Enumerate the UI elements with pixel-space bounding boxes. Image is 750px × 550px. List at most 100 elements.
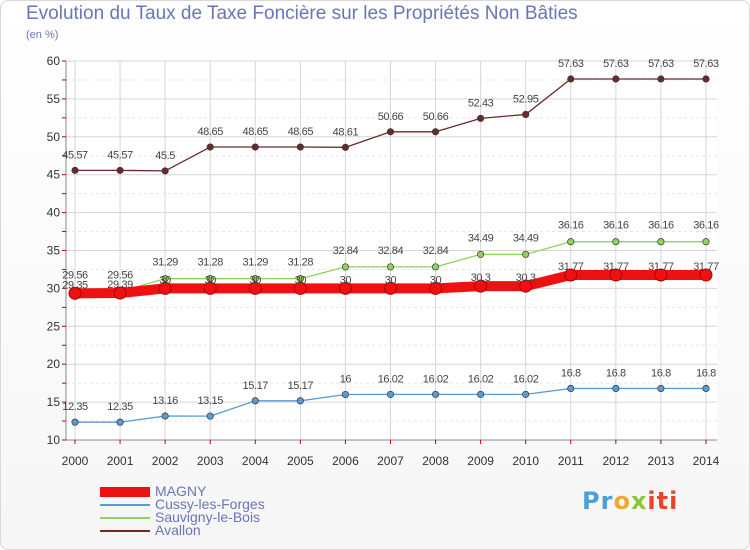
x-tick-label: 2005 [287,454,314,468]
data-label: 57.63 [558,58,584,70]
data-point [296,143,304,151]
data-label: 16.02 [513,373,539,385]
data-label: 31.29 [152,257,178,269]
data-point [612,384,620,393]
logo-part: Pr [582,487,614,515]
data-point [293,281,307,295]
data-label: 16.02 [423,373,449,385]
data-point [116,418,124,426]
data-label: 15.17 [288,380,314,392]
data-label: 13.16 [152,395,178,407]
data-label: 31.77 [558,261,584,273]
y-tick-label: 60 [47,54,61,68]
data-label: 30.3 [471,272,491,284]
y-tick-label: 55 [47,92,61,106]
data-point [386,128,395,136]
x-tick-label: 2014 [693,454,720,468]
data-point [612,238,620,246]
legend-swatch [100,487,150,497]
data-label: 32.84 [378,245,404,257]
legend-label: Avallon [155,522,201,538]
data-point [251,397,259,405]
legend-swatch [100,530,150,532]
x-tick-label: 2002 [152,454,179,468]
data-point [657,238,665,246]
data-point [116,166,124,174]
data-point [71,166,79,174]
data-label: 31.77 [693,261,719,273]
data-point [68,286,82,300]
data-point [296,397,304,405]
data-label: 13.15 [197,395,223,407]
data-point [657,75,665,83]
data-label: 31.77 [648,261,674,273]
data-label: 30 [204,274,216,286]
data-label: 16.8 [606,367,626,379]
x-tick-label: 2008 [422,454,449,468]
legend-label: MAGNY [155,483,207,499]
data-point [203,281,217,295]
data-label: 52.43 [468,97,494,109]
data-label: 30 [250,274,262,286]
data-label: 16.8 [696,367,716,379]
data-label: 30 [295,274,307,286]
y-tick-label: 20 [47,357,61,371]
data-point [206,143,214,151]
data-label: 48.65 [288,126,314,138]
data-label: 32.84 [423,245,449,257]
data-label: 30 [159,274,171,286]
x-tick-label: 2007 [377,454,404,468]
data-point [657,384,665,393]
data-point [386,390,395,398]
data-point [206,275,214,283]
data-point [432,128,440,136]
x-tick-label: 2000 [62,454,89,468]
data-point [341,143,349,151]
x-tick-label: 2006 [332,454,359,468]
legend-swatch [100,504,150,506]
x-tick-label: 2013 [648,454,675,468]
data-point [474,279,488,293]
data-label: 16.8 [651,367,671,379]
data-label: 16 [340,374,352,386]
y-tick-label: 15 [47,395,61,409]
data-label: 50.66 [378,111,404,123]
logo-part: iti [647,487,679,515]
data-point [699,268,713,282]
data-label: 36.16 [693,220,719,232]
proxiti-logo: Proxiti [582,487,678,515]
data-point [567,384,575,393]
data-label: 16.02 [468,373,494,385]
y-tick-label: 30 [47,281,61,295]
x-tick-label: 2011 [558,454,584,468]
data-label: 45.57 [62,149,88,161]
data-point [251,275,259,283]
data-label: 12.35 [107,401,133,413]
data-point [477,390,485,398]
data-point [702,384,710,393]
data-label: 12.35 [62,401,88,413]
data-label: 29.35 [62,279,88,291]
legend-label: Sauvigny-le-Bois [155,509,261,525]
data-point [429,281,443,295]
x-tick-label: 2010 [512,454,539,468]
data-point [609,268,623,282]
data-point [654,268,668,282]
data-label: 34.49 [468,232,494,244]
data-label: 16.02 [378,373,404,385]
data-point [341,390,349,399]
data-label: 29.56 [107,270,133,282]
data-point [477,114,485,122]
data-point [432,390,440,398]
data-label: 31.28 [197,257,223,269]
data-label: 34.49 [513,232,539,244]
data-label: 45.57 [107,149,133,161]
data-point [564,268,578,282]
data-label: 31.77 [603,261,629,273]
y-tick-label: 25 [47,319,61,333]
data-label: 45.5 [155,150,175,162]
data-label: 36.16 [603,220,629,232]
data-point [248,281,262,295]
data-point [477,250,485,258]
